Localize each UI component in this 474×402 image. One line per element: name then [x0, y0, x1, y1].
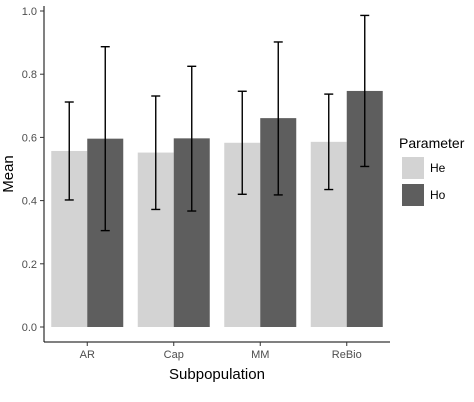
- y-tick-label: 0.8: [22, 69, 37, 81]
- x-tick-label: AR: [80, 349, 95, 361]
- error-bars-layer: [64, 14, 370, 232]
- legend-swatch-ho: [402, 184, 424, 206]
- y-tick-label: 0.0: [22, 322, 37, 334]
- legend-title: Parameter: [399, 135, 465, 151]
- x-tick-label: Cap: [164, 349, 184, 361]
- error-bar-ho-rebio: [360, 14, 370, 168]
- error-bar-ho-cap: [187, 65, 197, 212]
- error-bar-he-mm: [237, 90, 247, 195]
- legend-swatch-he: [402, 157, 424, 179]
- legend-label-ho: Ho: [430, 188, 446, 202]
- y-tick-label: 0.6: [22, 132, 37, 144]
- y-tick-label: 0.2: [22, 259, 37, 271]
- y-ticks: 0.0 0.2 0.4 0.6 0.8 1.0: [22, 6, 44, 334]
- y-axis-title: Mean: [0, 155, 17, 193]
- x-tick-label: MM: [251, 349, 269, 361]
- error-bar-ho-mm: [273, 41, 283, 196]
- bars-layer: [51, 90, 383, 328]
- error-bar-he-ar: [64, 101, 74, 201]
- error-bar-he-rebio: [324, 93, 334, 191]
- legend-label-he: He: [430, 161, 446, 175]
- x-axis-title: Subpopulation: [169, 366, 265, 383]
- y-tick-label: 1.0: [22, 6, 37, 18]
- y-tick-label: 0.4: [22, 196, 37, 208]
- legend: Parameter He Ho: [399, 135, 465, 206]
- x-ticks: AR Cap MM ReBio: [80, 342, 362, 361]
- error-bar-he-cap: [151, 95, 161, 211]
- error-bar-ho-ar: [100, 46, 110, 232]
- legend-items: He Ho: [402, 157, 446, 206]
- x-tick-label: ReBio: [332, 349, 362, 361]
